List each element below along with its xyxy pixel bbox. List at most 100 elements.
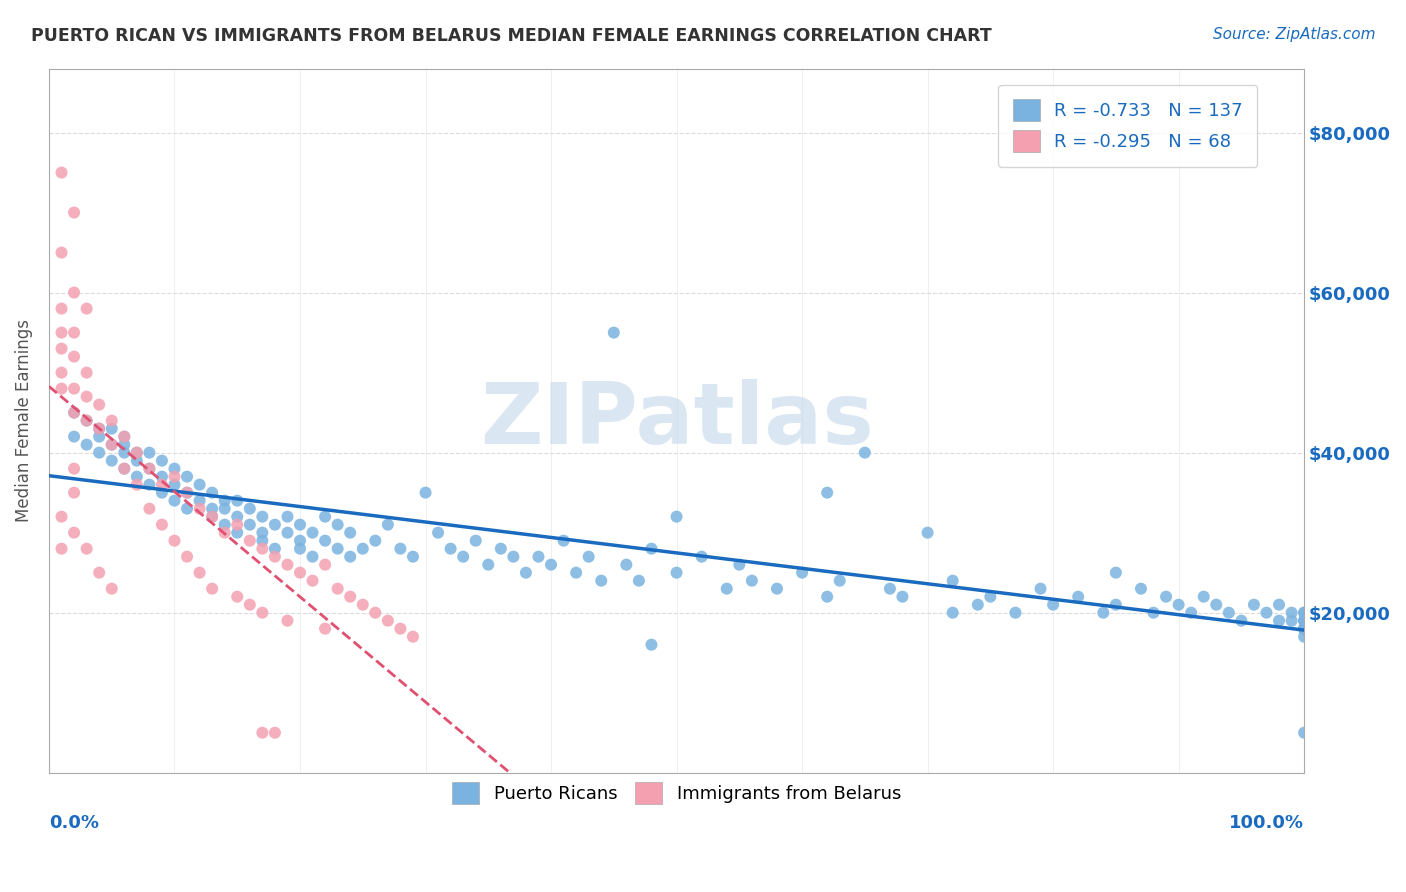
Point [301,549,323,564]
Point [112,461,135,475]
Y-axis label: Median Female Earnings: Median Female Earnings [15,319,32,522]
Point [301,574,323,588]
Point [540,558,562,572]
Point [125,453,148,467]
Point [741,574,763,588]
Point [89,429,111,443]
Point [1243,598,1265,612]
Point [942,574,965,588]
Point [728,558,751,572]
Point [176,549,198,564]
Point [326,582,349,596]
Point [63,485,86,500]
Point [264,725,287,739]
Point [239,598,262,612]
Point [201,582,224,596]
Point [402,549,425,564]
Point [603,326,626,340]
Point [377,517,399,532]
Point [63,382,86,396]
Point [125,445,148,459]
Point [352,541,374,556]
Point [76,366,98,380]
Point [690,549,713,564]
Point [51,382,73,396]
Point [1218,606,1240,620]
Point [1092,606,1115,620]
Point [176,469,198,483]
Point [288,541,311,556]
Point [239,501,262,516]
Point [1281,614,1303,628]
Point [51,301,73,316]
Point [188,501,211,516]
Point [415,485,437,500]
Point [163,533,186,548]
Point [527,549,550,564]
Point [51,541,73,556]
Text: PUERTO RICAN VS IMMIGRANTS FROM BELARUS MEDIAN FEMALE EARNINGS CORRELATION CHART: PUERTO RICAN VS IMMIGRANTS FROM BELARUS … [31,27,991,45]
Point [1294,725,1316,739]
Point [176,485,198,500]
Point [565,566,588,580]
Point [226,525,249,540]
Point [201,509,224,524]
Point [125,469,148,483]
Point [451,549,474,564]
Point [440,541,463,556]
Point [100,422,122,436]
Point [1105,598,1128,612]
Point [402,630,425,644]
Point [966,598,988,612]
Point [226,509,249,524]
Point [364,606,387,620]
Point [150,469,173,483]
Text: 0.0%: 0.0% [49,814,98,832]
Point [515,566,537,580]
Point [264,541,287,556]
Point [51,245,73,260]
Point [63,406,86,420]
Point [100,437,122,451]
Point [352,598,374,612]
Point [979,590,1001,604]
Point [51,366,73,380]
Point [76,390,98,404]
Point [264,517,287,532]
Point [51,342,73,356]
Point [828,574,851,588]
Point [150,485,173,500]
Point [138,477,160,491]
Point [1105,566,1128,580]
Point [276,614,298,628]
Point [226,590,249,604]
Point [63,406,86,420]
Point [614,558,637,572]
Point [1256,606,1278,620]
Point [853,445,876,459]
Point [89,566,111,580]
Point [214,517,236,532]
Point [1281,606,1303,620]
Point [226,517,249,532]
Point [214,493,236,508]
Point [138,501,160,516]
Point [76,301,98,316]
Point [112,445,135,459]
Point [288,517,311,532]
Point [89,422,111,436]
Point [89,445,111,459]
Point [100,453,122,467]
Point [125,445,148,459]
Point [1294,606,1316,620]
Point [76,541,98,556]
Point [226,493,249,508]
Point [339,549,361,564]
Point [252,725,274,739]
Point [314,509,336,524]
Point [790,566,813,580]
Point [339,525,361,540]
Point [112,437,135,451]
Point [150,453,173,467]
Point [1268,614,1291,628]
